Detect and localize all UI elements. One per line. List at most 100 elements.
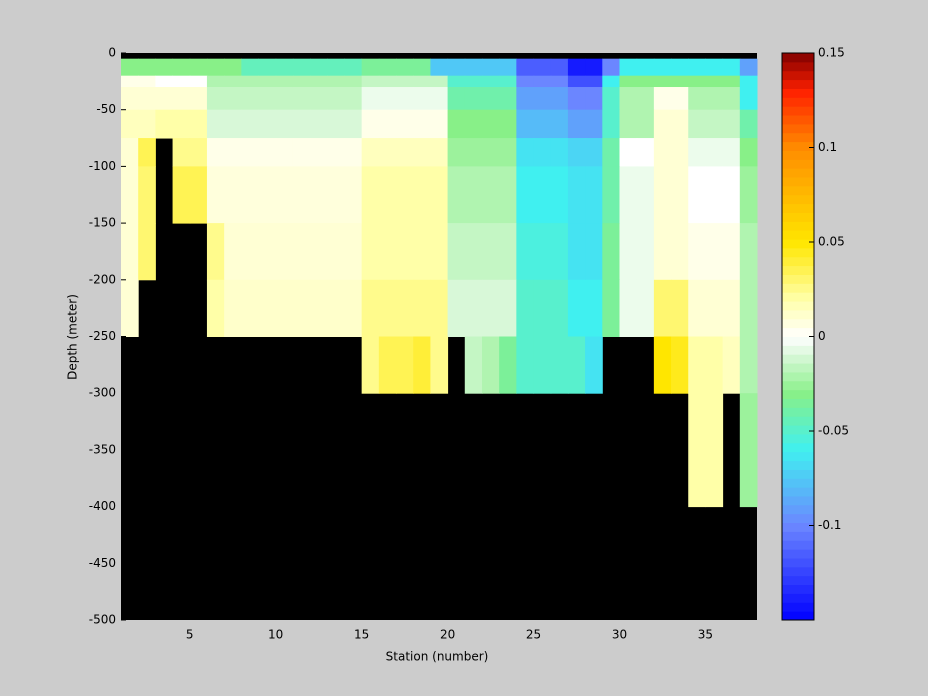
colorbar-swatch: [782, 531, 814, 541]
cell: [224, 138, 242, 167]
colorbar-swatch: [782, 309, 814, 320]
cell: [705, 223, 724, 281]
colorbar-swatch: [782, 274, 814, 284]
cell: [567, 87, 586, 111]
cell: [653, 138, 672, 167]
cell: [121, 279, 139, 337]
colorbar-swatch: [782, 602, 814, 612]
cell: [567, 336, 586, 394]
colorbar-tick-label: 0.15: [818, 46, 845, 60]
cell: [619, 166, 638, 224]
cell: [585, 75, 603, 88]
colorbar-swatch: [782, 185, 814, 196]
cell: [361, 279, 380, 337]
colorbar-swatch: [782, 549, 814, 559]
cell: [705, 109, 724, 139]
cell: [224, 58, 242, 77]
cell: [481, 166, 500, 224]
cell: [636, 75, 655, 88]
cell: [464, 109, 483, 139]
cell: [499, 166, 517, 224]
cell: [739, 336, 758, 394]
cell: [258, 166, 277, 224]
colorbar-swatch: [782, 150, 814, 160]
x-axis-label: Station (number): [386, 650, 489, 664]
cell: [550, 336, 569, 394]
cell: [550, 75, 569, 88]
cell: [413, 138, 431, 167]
cell: [688, 336, 706, 394]
cell: [447, 138, 466, 167]
cell: [378, 336, 397, 394]
cell: [258, 75, 277, 88]
cell: [172, 166, 191, 224]
colorbar-swatch: [782, 460, 814, 470]
cell: [121, 138, 139, 167]
cell: [499, 75, 517, 88]
cell: [671, 336, 689, 394]
x-tick-label: 10: [268, 628, 283, 642]
cell: [516, 109, 535, 139]
cell: [481, 75, 500, 88]
cell: [378, 223, 397, 281]
cell: [705, 58, 724, 77]
colorbar-swatch: [782, 53, 814, 63]
colorbar-swatch: [782, 522, 814, 532]
cell: [292, 223, 311, 281]
cell: [378, 87, 397, 111]
cell: [602, 279, 620, 337]
cell: [396, 138, 414, 167]
cell: [567, 279, 586, 337]
cell: [413, 75, 431, 88]
cell: [550, 109, 569, 139]
cell: [275, 58, 294, 77]
cell: [602, 223, 620, 281]
cell: [206, 75, 225, 88]
cell: [739, 87, 758, 111]
colorbar-tick-label: 0.05: [818, 235, 845, 249]
colorbar-swatch: [782, 177, 814, 187]
colorbar-swatch: [782, 469, 814, 479]
colorbar-tick-label: 0.1: [818, 140, 837, 154]
cell: [619, 109, 638, 139]
cell: [447, 109, 466, 139]
cell: [619, 223, 638, 281]
cell: [396, 58, 414, 77]
cell: [481, 138, 500, 167]
colorbar-swatch: [782, 97, 814, 107]
cell: [327, 223, 345, 281]
colorbar-swatch: [782, 363, 814, 373]
cell: [688, 166, 706, 224]
cell: [739, 393, 758, 508]
cell: [292, 279, 311, 337]
cell: [464, 87, 483, 111]
cell: [430, 58, 449, 77]
cell: [121, 75, 139, 88]
cell: [413, 223, 431, 281]
cell: [722, 166, 741, 224]
cell: [224, 279, 242, 337]
cell: [602, 87, 620, 111]
colorbar-swatch: [782, 132, 814, 143]
cell: [224, 75, 242, 88]
colorbar-swatch: [782, 575, 814, 586]
cell: [653, 109, 672, 139]
cell: [241, 75, 260, 88]
cell: [138, 58, 156, 77]
cell: [189, 58, 208, 77]
cell: [447, 223, 466, 281]
cell: [550, 138, 569, 167]
cell: [705, 87, 724, 111]
cell: [653, 166, 672, 224]
cell: [636, 58, 655, 77]
cell: [258, 279, 277, 337]
cell: [121, 87, 139, 111]
cell: [585, 138, 603, 167]
cell: [344, 109, 363, 139]
cell: [327, 279, 345, 337]
cell: [567, 58, 586, 77]
cell: [138, 109, 156, 139]
cell: [224, 109, 242, 139]
colorbar-swatch: [782, 416, 814, 426]
cell: [722, 75, 741, 88]
